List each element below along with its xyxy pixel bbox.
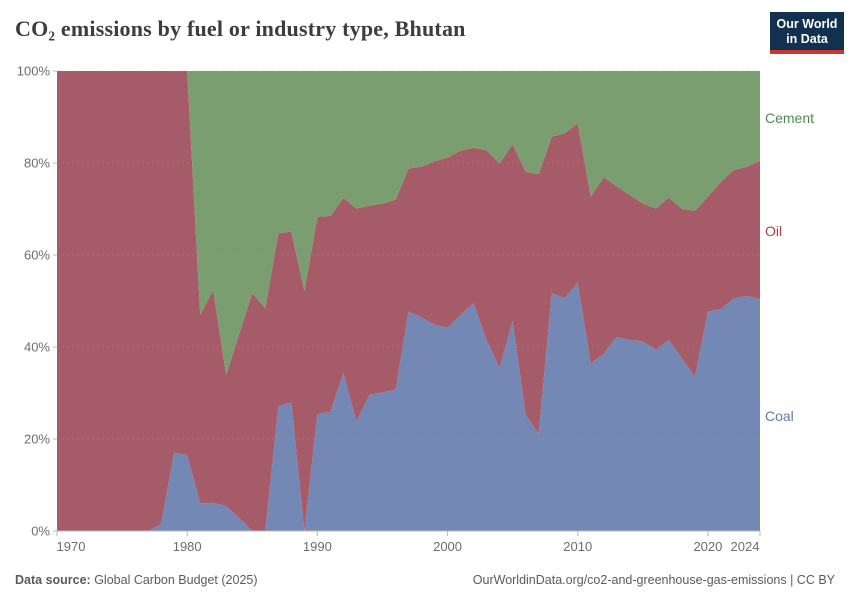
x-tick-label: 2020 xyxy=(693,539,722,554)
owid-logo-line1: Our World xyxy=(776,17,838,31)
series-label-cement: Cement xyxy=(765,110,815,126)
y-tick-label: 20% xyxy=(24,432,50,447)
series-label-coal: Coal xyxy=(765,408,794,424)
area-oil[interactable] xyxy=(57,71,760,531)
data-source: Data source: Global Carbon Budget (2025) xyxy=(15,573,258,587)
y-tick-label: 60% xyxy=(24,248,50,263)
area-cement[interactable] xyxy=(57,71,760,376)
footer-link[interactable]: OurWorldinData.org/co2-and-greenhouse-ga… xyxy=(472,573,835,587)
x-tick-label: 2000 xyxy=(433,539,462,554)
area-coal[interactable] xyxy=(57,282,760,531)
y-tick-label: 80% xyxy=(24,156,50,171)
x-tick-label: 2024 xyxy=(731,539,760,554)
series-label-oil: Oil xyxy=(765,223,783,239)
y-tick-label: 100% xyxy=(17,64,51,79)
data-source-value: Global Carbon Budget (2025) xyxy=(90,573,258,587)
y-tick-label: 0% xyxy=(31,524,50,539)
footer: Data source: Global Carbon Budget (2025)… xyxy=(15,573,835,587)
y-tick-label: 40% xyxy=(24,340,50,355)
owid-logo-line2: in Data xyxy=(786,32,828,46)
data-source-label: Data source: xyxy=(15,573,91,587)
page-title: CO₂ emissions by fuel or industry type, … xyxy=(15,16,466,41)
owid-logo[interactable]: Our World in Data xyxy=(770,12,844,54)
x-tick-label: 1990 xyxy=(303,539,332,554)
x-tick-label: 2010 xyxy=(563,539,592,554)
x-tick-label: 1980 xyxy=(173,539,202,554)
x-tick-label: 1970 xyxy=(57,539,86,554)
